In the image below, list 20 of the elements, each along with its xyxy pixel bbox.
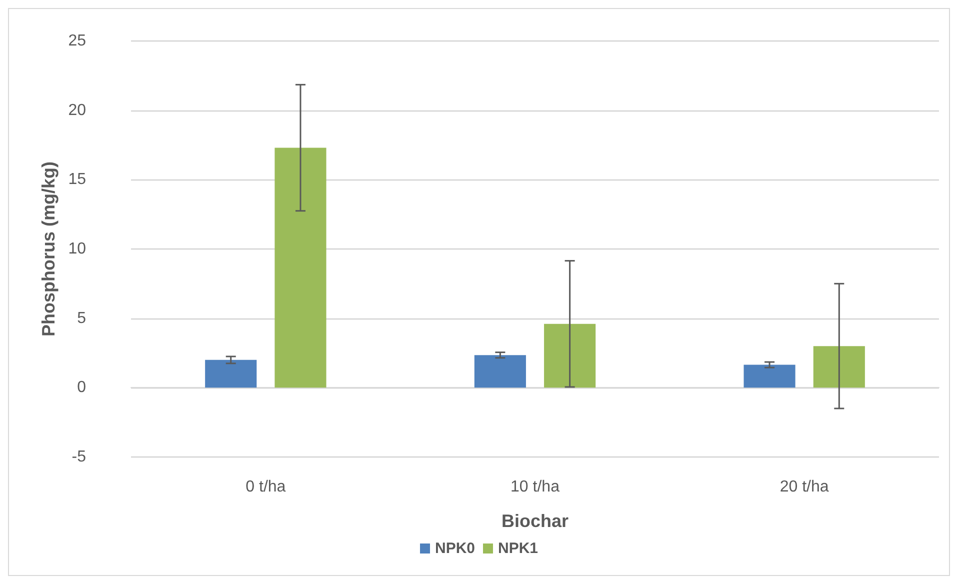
bar	[744, 364, 796, 388]
x-tick-label: 20 t/ha	[780, 478, 829, 496]
y-tick-label: 0	[77, 379, 86, 396]
y-tick-label: 15	[68, 171, 86, 188]
legend-label: NPK1	[498, 540, 538, 557]
bar	[544, 324, 596, 388]
y-tick-label: -5	[72, 448, 86, 466]
y-tick-label: 10	[68, 240, 86, 258]
bar	[474, 355, 526, 388]
bar	[813, 346, 865, 388]
legend-label: NPK0	[434, 540, 476, 557]
x-tick-label: 10 t/ha	[510, 478, 560, 496]
y-tick-label: 25	[68, 32, 86, 50]
y-axis-title: Phosphorus (mg/kg)	[38, 161, 58, 336]
x-axis-title: Biochar	[501, 511, 569, 531]
bar	[205, 360, 257, 388]
y-tick-label: 20	[68, 102, 86, 119]
y-tick-label: 5	[77, 310, 86, 327]
x-tick-label: 0 t/ha	[246, 478, 286, 496]
bar	[274, 148, 326, 388]
